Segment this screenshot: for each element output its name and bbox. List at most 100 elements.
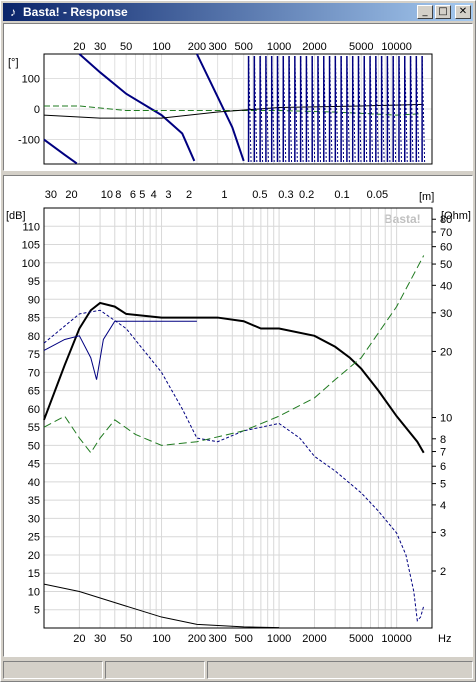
phase-x-tick-label: 10000 xyxy=(381,41,412,53)
phase-unit-label: [°] xyxy=(8,57,19,69)
phase-wrap-dash xyxy=(334,55,339,163)
ohm-tick-label: 3 xyxy=(440,527,446,539)
phase-wrap-dash xyxy=(248,55,252,163)
response-series-1 xyxy=(43,301,425,454)
ohm-tick-label: 2 xyxy=(440,566,446,578)
phase-wrap-dash xyxy=(340,55,345,163)
phase-wrap-dash xyxy=(404,55,408,163)
distance-tick-label: 0.2 xyxy=(299,189,314,201)
phase-wrap-dash xyxy=(386,55,391,163)
x-tick-label: 100 xyxy=(152,633,170,645)
distance-tick-label: 0.05 xyxy=(367,189,388,201)
x-tick-label: 30 xyxy=(94,633,106,645)
distance-tick-label: 6 xyxy=(130,189,136,201)
ohm-tick-label: 50 xyxy=(440,259,452,271)
distance-tick-label: 10 xyxy=(101,189,113,201)
distance-tick-label: 5 xyxy=(139,189,145,201)
x-tick-label: 5000 xyxy=(349,633,373,645)
phase-wrap-dash xyxy=(271,55,275,163)
x-tick-label: 50 xyxy=(120,633,132,645)
phase-series-3 xyxy=(43,103,424,119)
db-tick-label: 30 xyxy=(28,513,40,525)
ohm-tick-label: 80 xyxy=(440,214,452,226)
title-bar[interactable]: ♪ Basta! - Response _ □ ✕ xyxy=(3,3,473,21)
phase-x-tick-label: 100 xyxy=(152,41,170,53)
db-tick-label: 40 xyxy=(28,477,40,489)
x-tick-label: 2000 xyxy=(302,633,326,645)
close-button[interactable]: ✕ xyxy=(455,5,471,19)
minimize-button[interactable]: _ xyxy=(417,5,433,19)
phase-x-tick-label: 500 xyxy=(235,41,253,53)
x-tick-label: 1000 xyxy=(267,633,291,645)
phase-wrap-dash xyxy=(259,55,264,163)
distance-unit-label: [m] xyxy=(419,191,434,203)
response-series-4 xyxy=(43,255,425,454)
ohm-tick-label: 30 xyxy=(440,308,452,320)
db-tick-label: 50 xyxy=(28,440,40,452)
phase-wrap-dash xyxy=(276,55,281,163)
phase-wrap-dash xyxy=(253,55,258,163)
distance-tick-label: 1 xyxy=(221,189,227,201)
phase-wrap-dash xyxy=(294,55,298,163)
phase-wrap-dash xyxy=(265,55,269,163)
status-pane-1 xyxy=(3,661,103,679)
distance-tick-label: 3 xyxy=(165,189,171,201)
db-tick-label: 110 xyxy=(22,221,40,233)
phase-x-tick-label: 1000 xyxy=(267,41,291,53)
phase-wrap-dash xyxy=(421,55,426,163)
ohm-unit-label: [Ohm] xyxy=(441,210,471,222)
db-tick-label: 15 xyxy=(28,568,40,580)
distance-tick-label: 30 xyxy=(45,189,57,201)
phase-y-tick-label: 0 xyxy=(34,104,40,116)
db-tick-label: 90 xyxy=(28,294,40,306)
distance-tick-label: 0.3 xyxy=(278,189,293,201)
x-tick-label: 200 xyxy=(188,633,206,645)
phase-wrap-dash xyxy=(357,55,362,163)
db-tick-label: 65 xyxy=(28,386,40,398)
phase-x-tick-label: 5000 xyxy=(349,41,373,53)
distance-tick-label: 8 xyxy=(115,189,121,201)
phase-wrap-dash xyxy=(346,55,350,163)
phase-x-tick-label: 300 xyxy=(208,41,226,53)
phase-panel: [°] 100 0 -100 20 30 50 100 200 300 500 1000 2000 5… xyxy=(3,23,473,171)
ohm-tick-label: 5 xyxy=(440,479,446,491)
response-series-2 xyxy=(43,320,197,380)
x-tick-label: 300 xyxy=(208,633,226,645)
ohm-tick-label: 7 xyxy=(440,447,446,459)
ohm-tick-label: 60 xyxy=(440,242,452,254)
phase-x-tick-label: 20 xyxy=(73,41,85,53)
phase-wrap-dash xyxy=(392,55,397,163)
phase-wrap-dash xyxy=(300,55,304,163)
maximize-button[interactable]: □ xyxy=(435,5,451,19)
db-tick-label: 45 xyxy=(28,459,40,471)
db-tick-label: 80 xyxy=(28,331,40,343)
phase-wrap-dash xyxy=(381,55,385,163)
x-tick-label: 10000 xyxy=(381,633,412,645)
db-tick-label: 60 xyxy=(28,404,40,416)
phase-wrap-dash xyxy=(369,55,374,163)
phase-wrap-dash xyxy=(398,55,402,163)
window-title: Basta! - Response xyxy=(23,5,128,19)
db-tick-label: 95 xyxy=(28,276,40,288)
distance-tick-label: 4 xyxy=(151,189,157,201)
basta-watermark: Basta! xyxy=(384,212,421,226)
db-tick-label: 25 xyxy=(28,532,40,544)
phase-plot-frame xyxy=(43,53,433,165)
distance-tick-label: 2 xyxy=(186,189,192,201)
phase-series-2 xyxy=(44,105,424,116)
x-tick-label: 500 xyxy=(235,633,253,645)
db-unit-label: [dB] xyxy=(6,210,26,222)
phase-wrap-dash xyxy=(305,55,310,163)
distance-tick-label: 0.5 xyxy=(252,189,267,201)
phase-x-tick-label: 200 xyxy=(188,41,206,53)
distance-tick-label: 20 xyxy=(65,189,77,201)
db-tick-label: 55 xyxy=(28,422,40,434)
ohm-tick-label: 6 xyxy=(440,461,446,473)
phase-x-tick-label: 2000 xyxy=(302,41,326,53)
x-unit-label: Hz xyxy=(438,633,451,645)
ohm-tick-label: 4 xyxy=(440,500,446,512)
phase-y-tick-label: -100 xyxy=(18,135,40,147)
ohm-tick-label: 8 xyxy=(440,434,446,446)
db-tick-label: 5 xyxy=(34,605,40,617)
db-tick-label: 70 xyxy=(28,367,40,379)
